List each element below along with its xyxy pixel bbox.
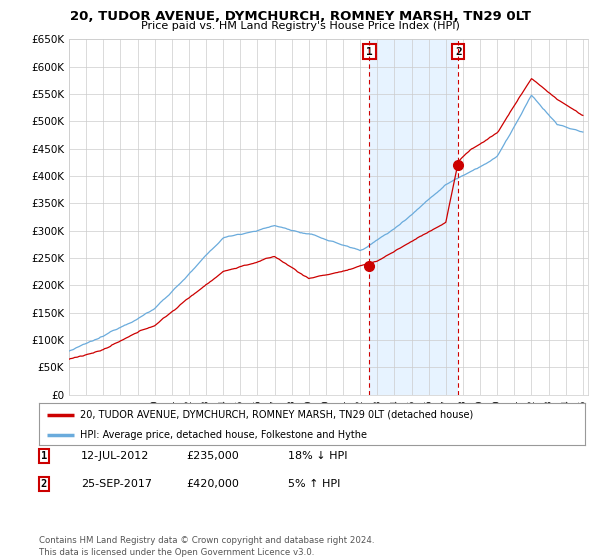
Text: 25-SEP-2017: 25-SEP-2017 [81,479,152,489]
Text: 1: 1 [41,451,47,461]
Text: 12-JUL-2012: 12-JUL-2012 [81,451,149,461]
Text: 20, TUDOR AVENUE, DYMCHURCH, ROMNEY MARSH, TN29 0LT: 20, TUDOR AVENUE, DYMCHURCH, ROMNEY MARS… [70,10,530,23]
Text: 5% ↑ HPI: 5% ↑ HPI [288,479,340,489]
Text: 1: 1 [366,46,373,57]
Text: 2: 2 [41,479,47,489]
Text: 18% ↓ HPI: 18% ↓ HPI [288,451,347,461]
Text: £420,000: £420,000 [186,479,239,489]
Text: HPI: Average price, detached house, Folkestone and Hythe: HPI: Average price, detached house, Folk… [80,430,367,440]
Text: 2: 2 [455,46,462,57]
Text: Contains HM Land Registry data © Crown copyright and database right 2024.
This d: Contains HM Land Registry data © Crown c… [39,536,374,557]
Text: 20, TUDOR AVENUE, DYMCHURCH, ROMNEY MARSH, TN29 0LT (detached house): 20, TUDOR AVENUE, DYMCHURCH, ROMNEY MARS… [80,410,473,420]
Text: Price paid vs. HM Land Registry's House Price Index (HPI): Price paid vs. HM Land Registry's House … [140,21,460,31]
Text: £235,000: £235,000 [186,451,239,461]
Bar [370,39,458,395]
